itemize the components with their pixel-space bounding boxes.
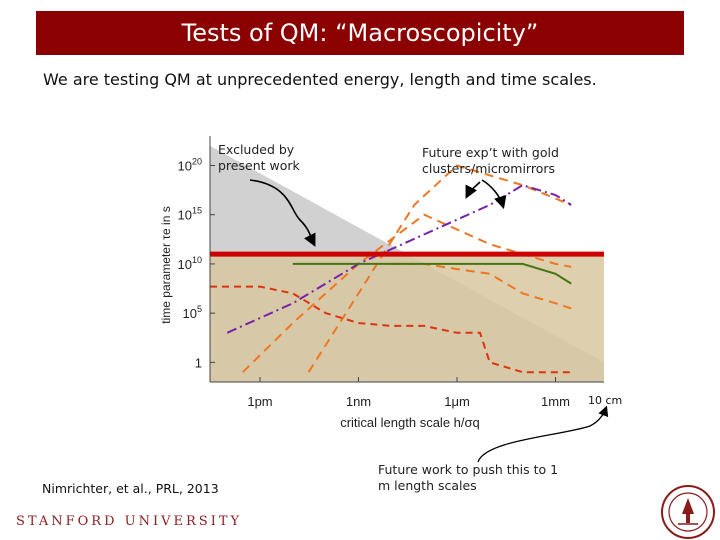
present-work-region [210,254,604,382]
y-tick-label: 1020 [178,157,202,174]
series-line-orange-dashed-1 [307,164,572,373]
ten-cm-label: 10 cm [588,394,623,407]
future-exp-annotation-line-1: Future exp’t with gold [422,145,559,160]
plot-area [210,145,604,382]
future-work-annotation: Future work to push this to 1 m length s… [378,462,558,494]
x-tick-label: 1pm [247,394,272,409]
excluded-arrow [249,179,316,247]
future-exp-annotation-line-2: clusters/micromirrors [422,161,556,176]
y-tick-label: 1 [195,355,202,370]
series-line-orange-dashed-2 [242,213,572,373]
series-line-red-dashed [210,285,572,374]
axes: 1pm 1nm 1μm 1mm 1 105 1010 1015 1020 critical len… [159,136,604,430]
x-tick-label: 1mm [541,394,570,409]
x-axis-label: critical length scale h/σq [340,415,480,430]
excluded-annotation-line-2: present work [218,158,300,173]
future-exp-arrow-right [481,179,507,210]
slide-subtitle: We are testing QM at unprecedented energ… [43,70,597,89]
excluded-annotation: Excluded by present work [218,142,300,174]
y-tick-label: 1015 [178,206,202,223]
citation: Nimrichter, et al., PRL, 2013 [42,481,219,496]
future-exp-annotation: Future exp’t with gold clusters/micromir… [422,145,559,177]
future-work-annotation-line-2: m length scales [378,478,477,493]
y-tick-label: 105 [183,304,202,321]
future-work-arrow [477,405,609,463]
series-line-purple-dashdot [226,184,572,334]
slide-title: Tests of QM: “Macroscopicity” [181,19,539,47]
series-line-green-solid [292,262,572,285]
slide-title-bar: Tests of QM: “Macroscopicity” [36,11,684,55]
future-work-annotation-line-1: Future work to push this to 1 [378,462,559,477]
excluded-annotation-line-1: Excluded by [218,142,295,157]
y-tick-label: 1010 [178,255,202,272]
future-exp-arrow-left [465,181,481,199]
annotation-arrows [249,179,609,463]
x-tick-label: 1μm [444,394,470,409]
university-wordmark: STANFORD UNIVERSITY [16,514,243,529]
y-axis-label: time parameter τe in s [159,206,173,323]
university-seal-icon [661,485,715,539]
x-tick-label: 1nm [346,394,371,409]
